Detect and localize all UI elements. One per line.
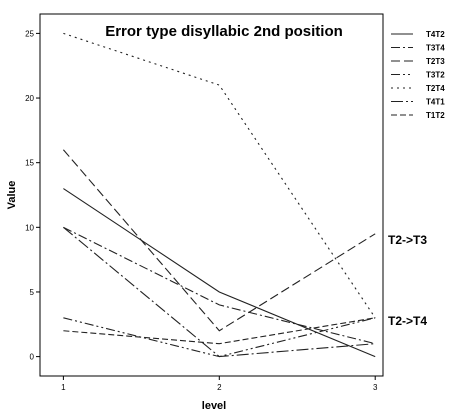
x-tick-label: 3 xyxy=(373,383,378,392)
series-line-t4t2 xyxy=(63,188,376,358)
x-tick-label: 2 xyxy=(217,383,222,392)
x-axis-title: level xyxy=(202,400,226,412)
series-line-t2t4 xyxy=(63,32,376,319)
y-tick-label: 25 xyxy=(25,29,34,38)
chart-title: Error type disyllabic 2nd position xyxy=(105,23,343,40)
y-tick-label: 5 xyxy=(30,288,35,297)
annotation-t2-t4: T2->T4 xyxy=(388,314,427,328)
legend-label: T3T4 xyxy=(426,44,445,53)
y-axis-title: Value xyxy=(6,181,18,210)
plot-area xyxy=(39,13,384,377)
legend-label: T3T2 xyxy=(426,71,445,80)
series-line-t3t4 xyxy=(63,226,376,345)
y-tick-label: 0 xyxy=(30,353,35,362)
legend-label: T1T2 xyxy=(426,111,445,120)
legend-label: T2T3 xyxy=(426,57,445,66)
annotation-t2-t3: T2->T3 xyxy=(388,233,427,247)
y-tick-label: 20 xyxy=(25,94,34,103)
y-tick-label: 15 xyxy=(25,159,34,168)
series-line-t1t2 xyxy=(63,317,376,345)
legend-label: T4T2 xyxy=(426,30,445,39)
y-tick-label: 10 xyxy=(25,223,34,232)
legend-label: T4T1 xyxy=(426,98,445,107)
legend-label: T2T4 xyxy=(426,84,445,93)
x-tick-label: 1 xyxy=(61,383,66,392)
series-line-t2t3 xyxy=(62,149,376,332)
series-line-t4t1 xyxy=(63,226,376,358)
